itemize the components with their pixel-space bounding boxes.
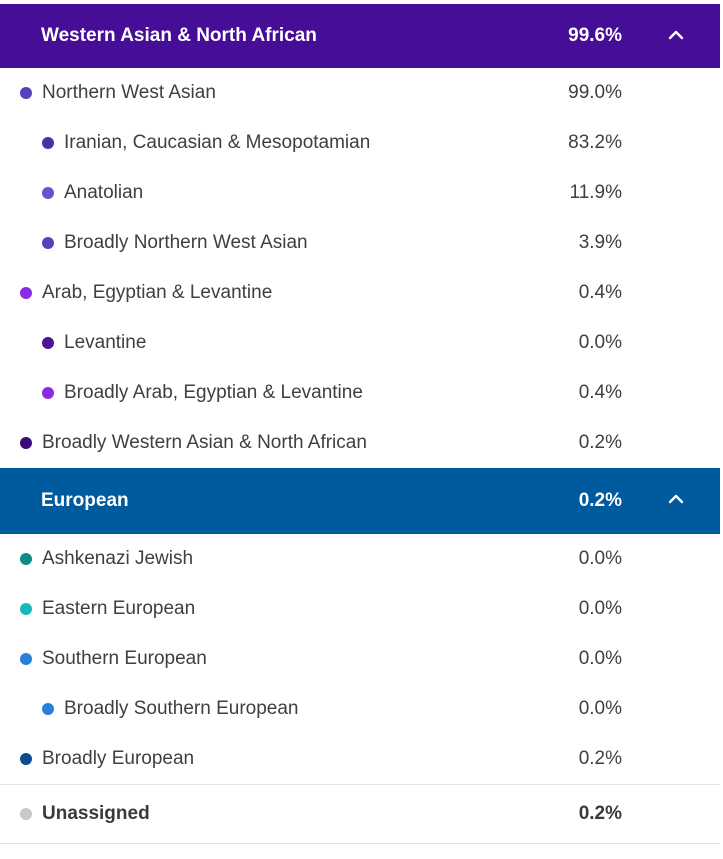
item-label: Broadly Northern West Asian: [64, 232, 308, 253]
group-percent: 99.6%: [568, 25, 622, 46]
item-label: Anatolian: [64, 182, 144, 203]
group-header-european[interactable]: European 0.2%: [0, 468, 720, 534]
item-percent: 0.2%: [578, 803, 622, 824]
color-dot: [20, 753, 32, 765]
item-label: Levantine: [64, 332, 147, 353]
list-item-eastern-european[interactable]: Eastern European 0.0%: [0, 584, 720, 634]
color-dot: [42, 337, 54, 349]
color-dot: [20, 287, 32, 299]
color-dot: [20, 437, 32, 449]
list-item-iranian-caucasian-mesopotamian[interactable]: Iranian, Caucasian & Mesopotamian 83.2%: [0, 118, 720, 168]
list-item-southern-european[interactable]: Southern European 0.0%: [0, 634, 720, 684]
list-item-broadly-northern-west-asian[interactable]: Broadly Northern West Asian 3.9%: [0, 218, 720, 268]
group-label: Western Asian & North African: [41, 25, 317, 46]
ancestry-composition-panel: Western Asian & North African 99.6% Nort…: [0, 4, 720, 844]
item-percent: 0.0%: [578, 648, 622, 669]
list-item-ashkenazi-jewish[interactable]: Ashkenazi Jewish 0.0%: [0, 534, 720, 584]
item-percent: 11.9%: [569, 182, 622, 203]
color-dot: [20, 808, 32, 820]
item-percent: 0.0%: [578, 598, 622, 619]
item-label: Eastern European: [42, 598, 196, 619]
item-percent: 0.0%: [578, 548, 622, 569]
item-label: Unassigned: [42, 803, 150, 824]
item-label: Broadly European: [42, 748, 195, 769]
color-dot: [20, 553, 32, 565]
item-label: Northern West Asian: [42, 82, 216, 103]
list-item-unassigned[interactable]: Unassigned 0.2%: [0, 784, 720, 844]
item-percent: 99.0%: [568, 82, 622, 103]
group-items-european: Ashkenazi Jewish 0.0% Eastern European 0…: [0, 534, 720, 784]
item-percent: 0.2%: [578, 748, 622, 769]
color-dot: [20, 87, 32, 99]
color-dot: [20, 653, 32, 665]
list-item-broadly-southern-european[interactable]: Broadly Southern European 0.0%: [0, 684, 720, 734]
color-dot: [42, 703, 54, 715]
item-percent: 0.4%: [578, 282, 622, 303]
list-item-northern-west-asian[interactable]: Northern West Asian 99.0%: [0, 68, 720, 118]
item-percent: 0.0%: [578, 698, 622, 719]
chevron-up-icon[interactable]: [666, 25, 686, 45]
list-item-levantine[interactable]: Levantine 0.0%: [0, 318, 720, 368]
chevron-up-icon[interactable]: [666, 489, 686, 509]
item-percent: 0.4%: [578, 382, 622, 403]
item-label: Arab, Egyptian & Levantine: [42, 282, 273, 303]
item-percent: 83.2%: [568, 132, 622, 153]
list-item-broadly-european[interactable]: Broadly European 0.2%: [0, 734, 720, 784]
group-header-western-asian-north-african[interactable]: Western Asian & North African 99.6%: [0, 4, 720, 68]
item-percent: 3.9%: [578, 232, 622, 253]
list-item-anatolian[interactable]: Anatolian 11.9%: [0, 168, 720, 218]
group-percent: 0.2%: [578, 490, 622, 511]
color-dot: [42, 237, 54, 249]
item-percent: 0.0%: [578, 332, 622, 353]
list-item-broadly-arab-egyptian-levantine[interactable]: Broadly Arab, Egyptian & Levantine 0.4%: [0, 368, 720, 418]
item-label: Ashkenazi Jewish: [42, 548, 194, 569]
color-dot: [20, 603, 32, 615]
color-dot: [42, 137, 54, 149]
item-label: Broadly Western Asian & North African: [42, 432, 367, 453]
color-dot: [42, 187, 54, 199]
item-percent: 0.2%: [578, 432, 622, 453]
color-dot: [42, 387, 54, 399]
list-item-arab-egyptian-levantine[interactable]: Arab, Egyptian & Levantine 0.4%: [0, 268, 720, 318]
item-label: Broadly Arab, Egyptian & Levantine: [64, 382, 363, 403]
item-label: Iranian, Caucasian & Mesopotamian: [64, 132, 371, 153]
group-items-western-asian-north-african: Northern West Asian 99.0% Iranian, Cauca…: [0, 68, 720, 468]
group-label: European: [41, 490, 129, 511]
list-item-broadly-western-asian-north-african[interactable]: Broadly Western Asian & North African 0.…: [0, 418, 720, 468]
item-label: Broadly Southern European: [64, 698, 299, 719]
item-label: Southern European: [42, 648, 207, 669]
